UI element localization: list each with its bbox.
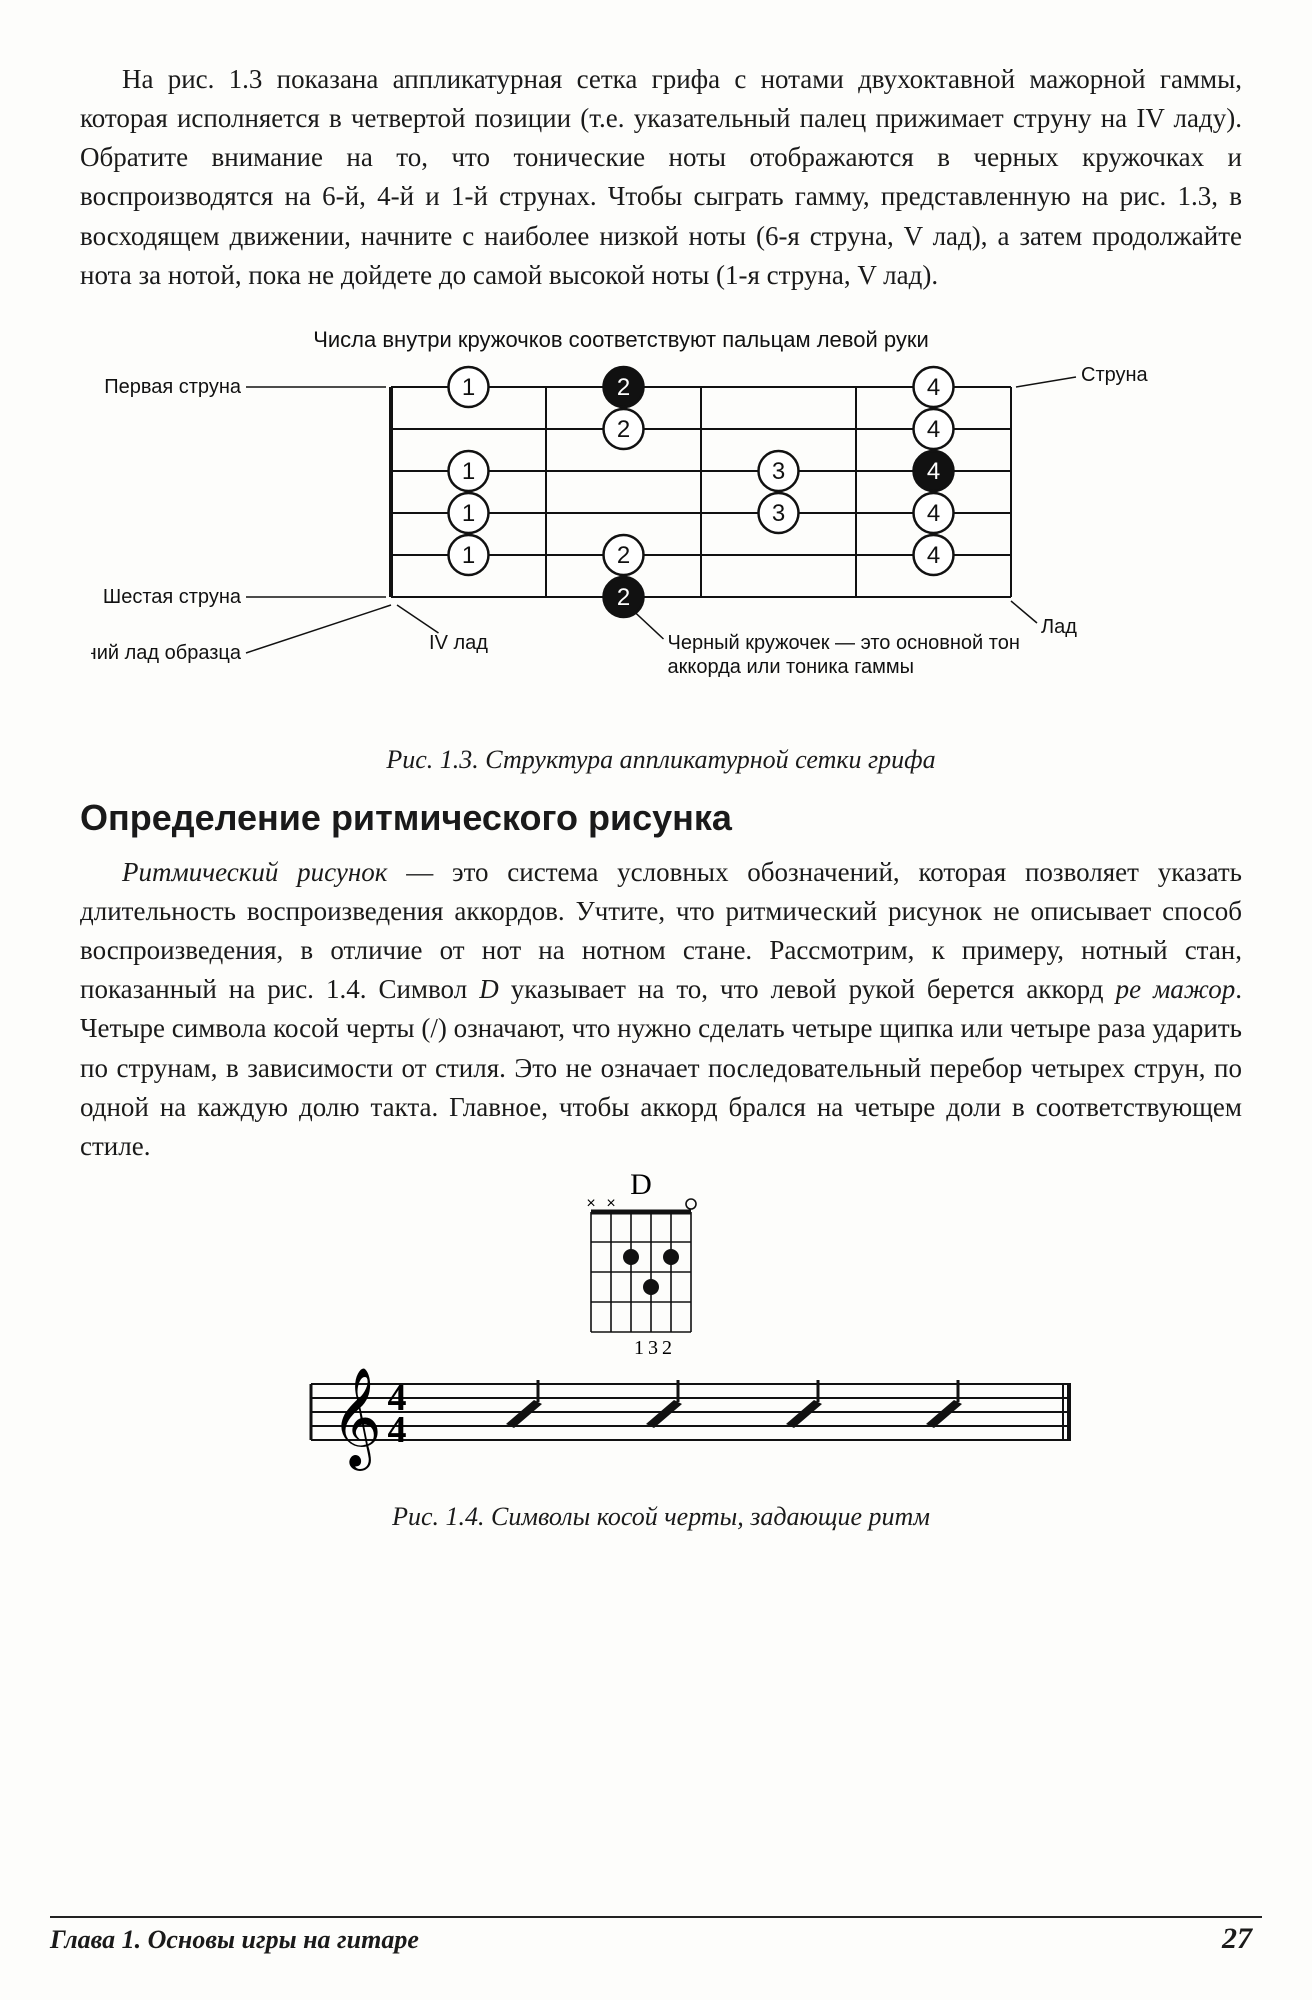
paragraph-rhythm: Ритмический рисунок — это система условн… [80, 853, 1242, 1166]
svg-text:1: 1 [462, 542, 475, 569]
figure-1-3: Числа внутри кружочков соответствуют пал… [80, 317, 1242, 775]
svg-text:Лад: Лад [1041, 616, 1077, 638]
footer-chapter: Глава 1. Основы игры на гитаре [50, 1925, 419, 1955]
svg-text:IV лад: IV лад [429, 632, 488, 654]
svg-text:4: 4 [927, 416, 940, 443]
para2-after-d: указывает на то, что левой рукой берется… [499, 974, 1116, 1004]
svg-text:1: 1 [462, 458, 475, 485]
svg-text:3: 3 [772, 458, 785, 485]
figure-1-3-caption: Рис. 1.3. Структура аппликатурной сетки … [80, 745, 1242, 775]
svg-text:132: 132 [634, 1337, 676, 1359]
svg-text:4: 4 [927, 458, 940, 485]
svg-text:2: 2 [617, 542, 630, 569]
fretboard-diagram: Числа внутри кружочков соответствуют пал… [91, 317, 1231, 737]
svg-text:4: 4 [927, 500, 940, 527]
svg-text:Шестая струна: Шестая струна [103, 586, 242, 608]
page-footer: Глава 1. Основы игры на гитаре 27 [50, 1922, 1252, 1956]
svg-text:Первая струна: Первая струна [104, 376, 242, 398]
figure-1-4-caption: Рис. 1.4. Символы косой черты, задающие … [392, 1502, 930, 1532]
svg-text:3: 3 [772, 500, 785, 527]
term-rhythmic-pattern: Ритмический рисунок [122, 857, 387, 887]
svg-text:D: D [630, 1174, 652, 1201]
svg-text:2: 2 [617, 416, 630, 443]
footer-page-number: 27 [1222, 1922, 1252, 1956]
chord-name: ре мажор [1116, 974, 1236, 1004]
svg-text:Струна: Струна [1081, 364, 1149, 386]
section-heading: Определение ритмического рисунка [80, 797, 1242, 839]
svg-text:4: 4 [927, 374, 940, 401]
paragraph-intro: На рис. 1.3 показана аппликатурная сетка… [80, 60, 1242, 295]
figure-1-4: D××132𝄞44 Рис. 1.4. Символы косой черты,… [80, 1174, 1242, 1554]
svg-text:Числа внутри кружочков соответ: Числа внутри кружочков соответствуют пал… [313, 327, 929, 352]
rhythm-diagram: D××132𝄞44 [251, 1174, 1071, 1494]
svg-text:𝄞: 𝄞 [331, 1368, 382, 1471]
svg-text:аккорда или тоника гаммы: аккорда или тоника гаммы [668, 656, 915, 678]
svg-text:4: 4 [927, 542, 940, 569]
footer-rule [50, 1916, 1262, 1918]
svg-text:Черный кружочек — это основной: Черный кружочек — это основной тон [668, 632, 1020, 654]
svg-text:×: × [586, 1195, 595, 1212]
svg-text:1: 1 [462, 500, 475, 527]
svg-text:2: 2 [617, 374, 630, 401]
svg-text:×: × [606, 1195, 615, 1212]
svg-text:4: 4 [388, 1409, 407, 1451]
symbol-d: D [479, 974, 499, 1004]
svg-text:2: 2 [617, 584, 630, 611]
svg-text:1: 1 [462, 374, 475, 401]
svg-text:Нижний лад образца: Нижний лад образца [91, 642, 242, 664]
